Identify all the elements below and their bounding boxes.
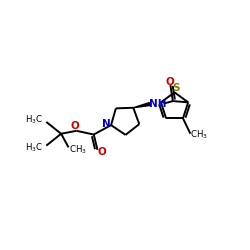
Text: CH$_3$: CH$_3$: [69, 143, 87, 156]
Text: NH: NH: [149, 98, 166, 108]
Text: O: O: [97, 147, 106, 157]
Text: H$_3$C: H$_3$C: [25, 113, 44, 126]
Text: CH$_3$: CH$_3$: [190, 129, 208, 141]
Text: O: O: [71, 121, 80, 131]
Text: O: O: [165, 76, 174, 86]
Text: N: N: [102, 119, 110, 129]
Text: S: S: [172, 83, 180, 93]
Polygon shape: [133, 102, 150, 108]
Text: H$_3$C: H$_3$C: [25, 142, 44, 154]
